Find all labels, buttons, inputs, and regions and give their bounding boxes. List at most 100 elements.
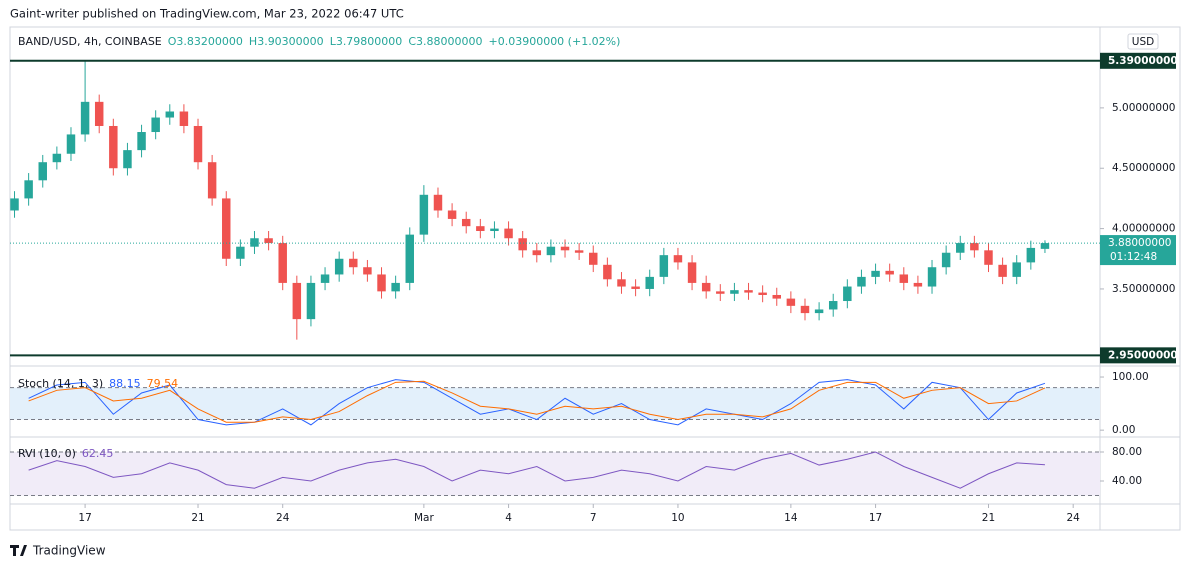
legend-close: C3.88000000 (408, 35, 482, 48)
candle-body (222, 198, 231, 259)
candle-body (871, 270, 880, 277)
legend-low: L3.79800000 (330, 35, 403, 48)
candle-body (419, 194, 429, 235)
currency: USD (1132, 36, 1154, 48)
candle-body (814, 309, 824, 314)
candle-body (433, 194, 443, 211)
candle-body (645, 276, 654, 289)
candle-body (123, 150, 132, 169)
candle-body (320, 274, 330, 283)
candle-body (546, 246, 556, 256)
x-tick-label: 7 (590, 512, 597, 524)
candle-body (857, 276, 866, 287)
candle-body (236, 246, 245, 259)
candle-body (913, 282, 923, 287)
countdown-label: 01:12:48 (1110, 251, 1157, 263)
candles (10, 60, 1050, 340)
candle-body (786, 298, 796, 306)
candle-body (165, 111, 175, 118)
candle-body (24, 180, 33, 199)
candle-body (998, 264, 1007, 277)
attribution: Gaint-writer published on TradingView.co… (10, 7, 404, 21)
candle-body (843, 286, 852, 302)
indicator-legend: RVI (10, 0) 62.45 (18, 447, 113, 460)
legend-symbol: BAND/USD, 4h, COINBASE (18, 35, 162, 48)
candle-body (490, 228, 499, 232)
candle-body (264, 238, 273, 244)
y-tick-label: 80.00 (1112, 446, 1142, 458)
candle-body (744, 290, 753, 293)
candle-body (532, 250, 542, 256)
indicator-legend: Stoch (14, 1, 3) 88.15 79.54 (18, 377, 178, 390)
x-tick-label: 24 (1066, 512, 1080, 524)
candle-body (207, 162, 217, 199)
x-tick-label: 4 (505, 512, 512, 524)
candle-body (334, 258, 344, 275)
candle-body (109, 125, 118, 169)
indicator-value: 79.54 (147, 377, 179, 390)
candle-body (1026, 247, 1036, 263)
candle-body (292, 282, 302, 320)
level-label: 2.95000000 (1108, 349, 1178, 361)
footer-logo: TradingView (10, 544, 106, 558)
candle-body (885, 270, 894, 275)
chart-frame (9, 26, 1181, 531)
y-tick-label: 40.00 (1112, 475, 1142, 487)
candle-body (927, 267, 937, 287)
level-label: 5.39000000 (1108, 55, 1178, 67)
candle-body (179, 111, 189, 126)
candle-body (1012, 262, 1021, 277)
logo-icon (10, 545, 27, 556)
candle-body (38, 162, 47, 181)
candle-body (603, 264, 612, 280)
candle-body (80, 101, 90, 135)
candle-body (984, 250, 993, 265)
candle-body (574, 250, 584, 253)
candle-body (589, 252, 598, 265)
candle-body (151, 117, 160, 133)
candle-body (701, 282, 711, 292)
candle-body (716, 291, 725, 294)
candle-body (193, 125, 203, 163)
candle-body (956, 243, 965, 253)
x-tick-label: 17 (78, 512, 91, 524)
candle-body (1040, 243, 1050, 249)
x-tick-label: 24 (276, 512, 290, 524)
candle-body (617, 279, 626, 287)
candle-body (250, 238, 259, 247)
candle-body (391, 282, 400, 292)
candle-body (10, 198, 19, 211)
candle-body (476, 226, 485, 232)
y-tick-label: 0.00 (1112, 424, 1135, 436)
candle-body (278, 243, 287, 283)
current-price-bg (1100, 235, 1176, 266)
indicator-line (28, 451, 1045, 489)
x-tick-label: Mar (414, 512, 434, 524)
candle-body (447, 210, 457, 219)
indicator-name: RVI (10, 0) (18, 447, 76, 460)
candle-body (405, 234, 414, 283)
brand: TradingView (32, 544, 106, 558)
candle-body (66, 134, 76, 154)
indicator-line (28, 379, 1046, 426)
x-tick-label: 21 (982, 512, 995, 524)
candle-body (687, 262, 697, 283)
candle-body (899, 274, 909, 283)
candle-body (461, 218, 471, 227)
indicator-value: 88.15 (109, 377, 141, 390)
legend-high: H3.90300000 (249, 35, 324, 48)
candle-body (659, 255, 669, 277)
y-tick-label: 4.00000000 (1112, 223, 1175, 235)
candle-body (673, 255, 683, 263)
x-tick-label: 21 (191, 512, 204, 524)
x-tick-label: 17 (869, 512, 882, 524)
candle-body (94, 101, 104, 126)
level-label-bg (1100, 52, 1176, 69)
legend-open: O3.83200000 (168, 35, 243, 48)
indicator-value: 62.45 (82, 447, 114, 460)
candle-body (363, 267, 372, 275)
candle-body (631, 286, 640, 289)
x-tick-label: 14 (784, 512, 798, 524)
candle-body (970, 243, 979, 251)
